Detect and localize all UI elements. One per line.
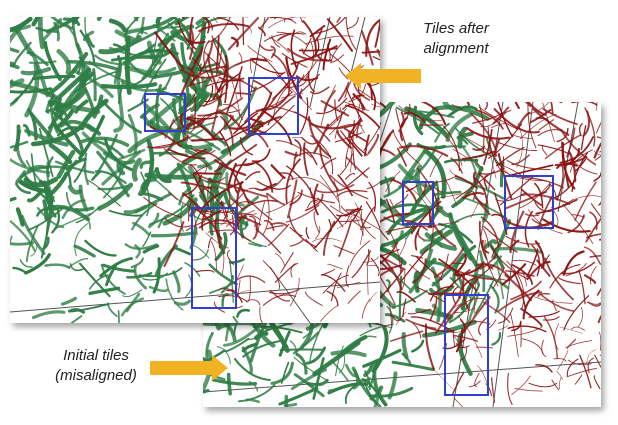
highlight-box [144, 93, 186, 132]
initial-tiles-panel [203, 102, 601, 407]
highlight-box [444, 294, 489, 396]
highlight-box [504, 175, 554, 229]
caption-line: (misaligned) [55, 367, 137, 384]
caption-line: Initial tiles [63, 347, 129, 364]
green-vessel-network [10, 17, 267, 323]
caption-line: alignment [423, 40, 489, 57]
caption-line: Tiles after [423, 20, 489, 37]
initial-tiles-caption: Initial tiles (misaligned) [36, 346, 156, 386]
highlight-box [402, 181, 434, 225]
highlight-box [248, 77, 299, 135]
highlight-box [191, 207, 237, 309]
aligned-tiles-panel [10, 17, 380, 323]
arrow-right-icon [150, 355, 228, 381]
aligned-tiles-caption: Tiles after alignment [400, 19, 512, 59]
arrow-left-icon [345, 63, 421, 89]
red-vessel-network [143, 17, 380, 323]
aligned-tiles-render [10, 17, 380, 323]
